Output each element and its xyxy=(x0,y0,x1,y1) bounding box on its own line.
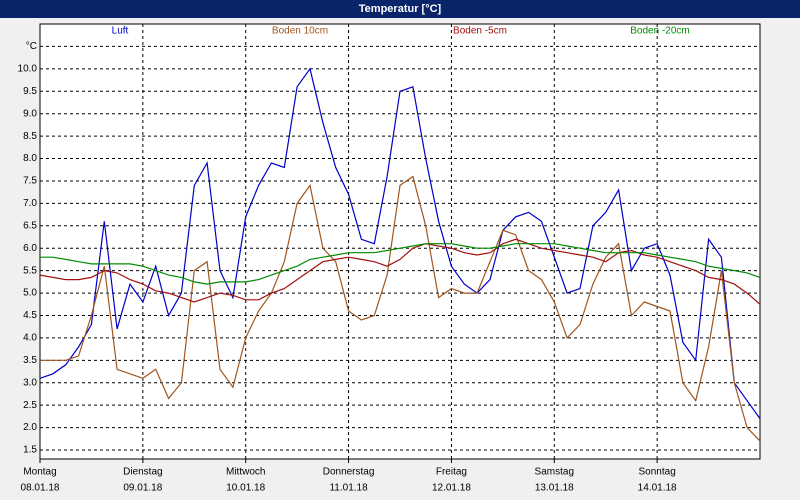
y-tick-label: 7.5 xyxy=(23,176,37,187)
y-tick-label: 5.5 xyxy=(23,265,37,276)
x-tick-date: 14.01.18 xyxy=(638,483,677,494)
y-tick-label: 3.0 xyxy=(23,377,37,388)
x-tick-date: 10.01.18 xyxy=(226,483,265,494)
x-tick-label: Samstag xyxy=(535,467,574,478)
y-tick-label: 2.5 xyxy=(23,400,37,411)
x-tick-date: 13.01.18 xyxy=(535,483,574,494)
series-line xyxy=(40,243,761,285)
y-tick-label: 7.0 xyxy=(23,198,37,209)
series-line xyxy=(39,67,761,419)
series-line xyxy=(40,175,761,442)
legend-label: Luft xyxy=(112,26,129,37)
y-tick-label: 1.5 xyxy=(23,445,37,456)
y-tick-label: 10.0 xyxy=(18,63,38,74)
y-tick-label: 9.5 xyxy=(23,86,37,97)
x-tick-label: Mittwoch xyxy=(226,467,265,478)
y-tick-label: 4.5 xyxy=(23,310,37,321)
y-tick-label: 4.0 xyxy=(23,333,37,344)
x-tick-date: 09.01.18 xyxy=(123,483,162,494)
y-tick-label: °C xyxy=(26,41,37,52)
x-tick-date: 08.01.18 xyxy=(21,483,60,494)
legend-label: Boden -5cm xyxy=(453,26,507,37)
series-line xyxy=(39,238,761,305)
legend-label: Boden 10cm xyxy=(272,26,328,37)
chart-title: Temperatur [°C] xyxy=(359,3,442,15)
y-tick-label: 8.0 xyxy=(23,153,37,164)
y-tick-label: 3.5 xyxy=(23,355,37,366)
x-tick-date: 11.01.18 xyxy=(329,483,368,494)
x-tick-label: Sonntag xyxy=(639,467,676,478)
y-tick-label: 5.0 xyxy=(23,288,37,299)
y-tick-label: 6.0 xyxy=(23,243,37,254)
title-bar xyxy=(0,0,800,18)
y-tick-label: 8.5 xyxy=(23,131,37,142)
x-tick-label: Donnerstag xyxy=(323,467,375,478)
y-tick-label: 6.5 xyxy=(23,220,37,231)
x-tick-date: 12.01.18 xyxy=(432,483,471,494)
plot-area xyxy=(39,23,761,460)
y-tick-label: 9.0 xyxy=(23,108,37,119)
x-tick-label: Dienstag xyxy=(123,467,162,478)
legend-label: Boden -20cm xyxy=(630,26,689,37)
y-tick-label: 2.0 xyxy=(23,422,37,433)
x-tick-label: Montag xyxy=(23,467,56,478)
x-tick-label: Freitag xyxy=(436,467,467,478)
